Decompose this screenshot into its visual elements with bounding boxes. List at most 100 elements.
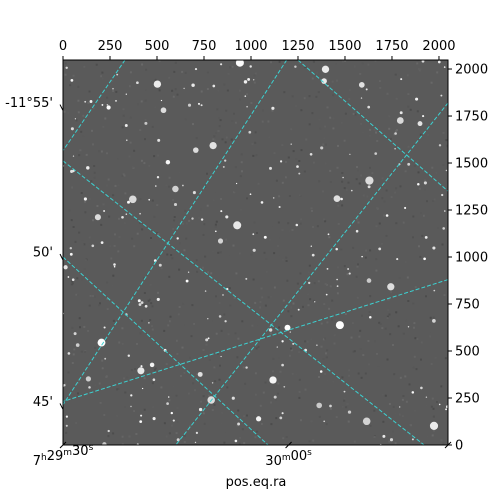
noise-speck <box>390 196 393 199</box>
noise-speck <box>218 301 221 304</box>
noise-speck <box>329 285 332 288</box>
star <box>314 301 316 303</box>
noise-speck <box>214 380 217 383</box>
noise-speck <box>395 97 398 100</box>
noise-speck <box>157 233 160 236</box>
noise-speck <box>72 353 75 356</box>
noise-speck <box>357 263 359 266</box>
star <box>72 155 75 157</box>
noise-speck <box>81 243 84 246</box>
noise-speck <box>390 137 392 140</box>
noise-speck <box>182 302 185 305</box>
noise-speck <box>387 298 390 301</box>
noise-speck <box>214 139 217 141</box>
noise-speck <box>436 401 438 403</box>
noise-speck <box>147 299 150 302</box>
noise-speck <box>379 223 382 226</box>
noise-speck <box>269 238 272 241</box>
noise-speck <box>236 356 239 359</box>
noise-speck <box>356 296 359 299</box>
noise-speck <box>381 327 384 330</box>
noise-speck <box>309 298 312 301</box>
star <box>358 82 365 88</box>
noise-speck <box>299 272 302 275</box>
noise-speck <box>92 219 94 222</box>
noise-speck <box>129 116 132 119</box>
star <box>125 93 127 95</box>
noise-speck <box>368 363 371 366</box>
noise-speck <box>107 435 110 438</box>
noise-speck <box>318 415 321 418</box>
noise-speck <box>383 214 385 217</box>
noise-speck <box>130 301 133 304</box>
noise-speck <box>373 436 376 438</box>
star <box>73 332 77 336</box>
star <box>367 105 371 109</box>
noise-speck <box>183 371 186 374</box>
noise-speck <box>254 415 257 418</box>
noise-speck <box>313 282 316 285</box>
noise-speck <box>189 425 192 428</box>
star <box>220 63 223 66</box>
noise-speck <box>232 244 235 247</box>
noise-speck <box>113 244 116 247</box>
noise-speck <box>360 122 363 125</box>
noise-speck <box>205 343 208 346</box>
noise-speck <box>264 381 267 384</box>
star <box>170 411 173 415</box>
noise-speck <box>307 66 310 69</box>
noise-speck <box>206 204 209 207</box>
star <box>226 287 229 291</box>
noise-speck <box>77 111 80 114</box>
star <box>245 277 248 280</box>
star <box>74 118 76 120</box>
noise-speck <box>413 326 415 329</box>
star <box>124 124 128 127</box>
noise-speck <box>419 133 422 136</box>
star <box>283 385 286 388</box>
noise-speck <box>279 255 282 258</box>
noise-speck <box>346 273 349 276</box>
noise-speck <box>287 222 290 225</box>
noise-speck <box>277 245 280 247</box>
noise-speck <box>419 442 422 445</box>
star <box>365 176 374 185</box>
noise-speck <box>234 190 236 193</box>
noise-speck <box>369 295 372 298</box>
noise-speck <box>184 71 187 74</box>
noise-speck <box>432 415 435 418</box>
noise-speck <box>404 375 407 378</box>
noise-speck <box>160 386 163 389</box>
noise-speck <box>325 352 327 355</box>
noise-speck <box>99 401 102 404</box>
noise-speck <box>83 325 86 328</box>
noise-speck <box>188 219 191 222</box>
noise-speck <box>251 143 254 146</box>
star <box>67 276 70 278</box>
star <box>432 246 436 250</box>
top-tick-label: 1500 <box>328 39 361 54</box>
noise-speck <box>76 277 79 280</box>
noise-speck <box>369 128 372 131</box>
noise-speck <box>424 179 426 182</box>
noise-speck <box>226 89 229 92</box>
star <box>153 80 162 88</box>
star <box>400 78 403 81</box>
noise-speck <box>123 174 126 177</box>
noise-speck <box>264 304 267 307</box>
noise-speck <box>288 354 291 357</box>
star <box>156 176 160 179</box>
noise-speck <box>199 103 201 106</box>
noise-speck <box>430 405 433 408</box>
star <box>260 201 264 204</box>
noise-speck <box>218 287 221 290</box>
noise-speck <box>77 294 79 296</box>
star <box>69 247 72 250</box>
noise-speck <box>170 254 173 256</box>
right-tick-label: 250 <box>455 392 480 407</box>
noise-speck <box>359 329 362 332</box>
star <box>281 340 284 343</box>
noise-speck <box>331 318 333 321</box>
noise-speck <box>283 91 286 94</box>
stars <box>63 60 448 445</box>
